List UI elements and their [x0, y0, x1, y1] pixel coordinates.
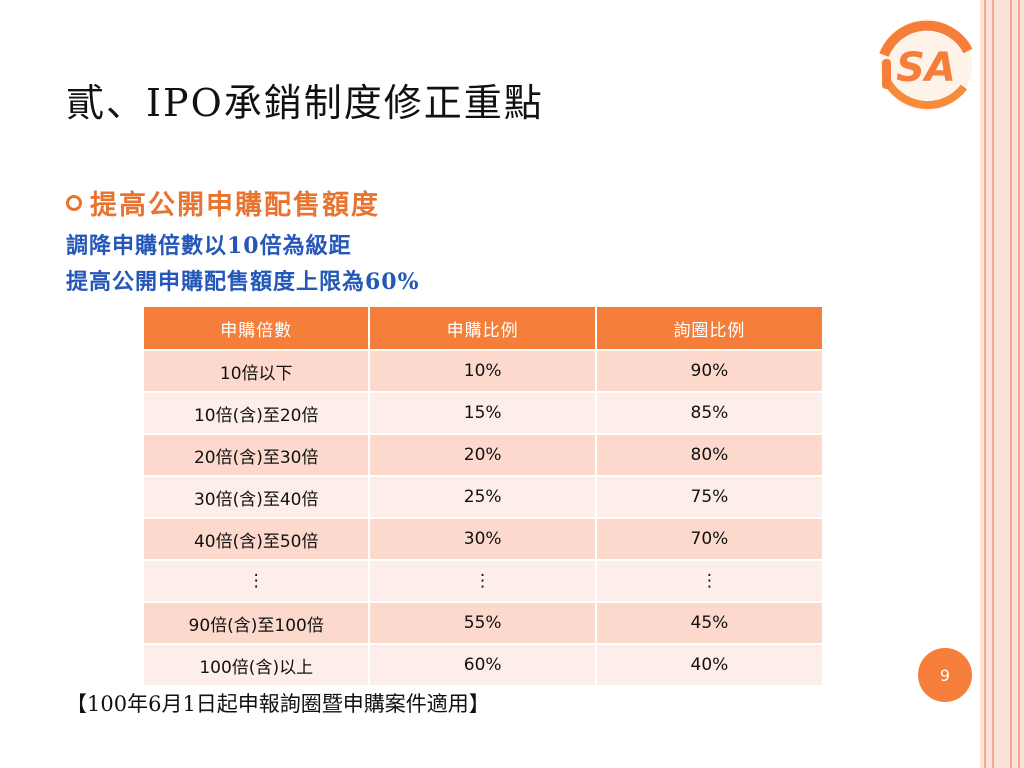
cell-sub-ratio: 30%: [368, 517, 597, 561]
cell-multiple: 40倍(含)至50倍: [141, 517, 371, 561]
cell-book-ratio: 70%: [594, 517, 825, 561]
table-row: 10倍以下 10% 90%: [141, 349, 825, 393]
cell-multiple: 10倍(含)至20倍: [141, 391, 371, 435]
cell-multiple: 30倍(含)至40倍: [141, 475, 371, 519]
cell-multiple: 10倍以下: [141, 349, 371, 393]
table-row-ellipsis: ⋮ ⋮ ⋮: [141, 559, 825, 603]
cell-book-ratio: ⋮: [594, 559, 825, 603]
cell-book-ratio: 75%: [594, 475, 825, 519]
cell-sub-ratio: 25%: [368, 475, 597, 519]
bullet-ring-icon: [66, 194, 82, 211]
table-row: 40倍(含)至50倍 30% 70%: [141, 517, 825, 561]
cell-sub-ratio: 55%: [368, 601, 597, 645]
cell-multiple: 90倍(含)至100倍: [141, 601, 371, 645]
applicability-note: 【100年6月1日起申報詢圈暨申購案件適用】: [66, 692, 490, 716]
header-bookbuilding-ratio: 詢圈比例: [594, 305, 825, 351]
cell-sub-ratio: 10%: [368, 349, 597, 393]
table-row: 90倍(含)至100倍 55% 45%: [141, 601, 825, 645]
cell-sub-ratio: ⋮: [368, 559, 597, 603]
table-header-row: 申購倍數 申購比例 詢圈比例: [141, 305, 825, 351]
bullet-text: 提高公開申購配售額度: [90, 190, 380, 221]
page-title: 貳、IPO承銷制度修正重點: [66, 81, 544, 125]
subscription-table: 申購倍數 申購比例 詢圈比例 10倍以下 10% 90% 10倍(含)至20倍 …: [141, 305, 825, 687]
cell-sub-ratio: 60%: [368, 643, 597, 687]
cell-multiple: ⋮: [141, 559, 371, 603]
cell-book-ratio: 90%: [594, 349, 825, 393]
cell-book-ratio: 80%: [594, 433, 825, 477]
bullet-item: 提高公開申購配售額度: [66, 183, 380, 222]
cell-sub-ratio: 20%: [368, 433, 597, 477]
cell-book-ratio: 40%: [594, 643, 825, 687]
cell-book-ratio: 45%: [594, 601, 825, 645]
logo-text: SA: [896, 45, 956, 91]
sub-line-2: 提高公開申購配售額度上限為60%: [66, 269, 420, 295]
cell-sub-ratio: 15%: [368, 391, 597, 435]
table-row: 10倍(含)至20倍 15% 85%: [141, 391, 825, 435]
header-subscription-ratio: 申購比例: [368, 305, 597, 351]
cell-multiple: 20倍(含)至30倍: [141, 433, 371, 477]
header-subscription-multiple: 申購倍數: [141, 305, 371, 351]
decorative-side-stripes: [980, 0, 1024, 768]
page-number-badge: 9: [918, 648, 972, 702]
cell-book-ratio: 85%: [594, 391, 825, 435]
cell-multiple: 100倍(含)以上: [141, 643, 371, 687]
sub-line-1: 調降申購倍數以10倍為級距: [66, 233, 352, 259]
table-row: 100倍(含)以上 60% 40%: [141, 643, 825, 687]
logo: SA: [879, 19, 973, 111]
table-row: 20倍(含)至30倍 20% 80%: [141, 433, 825, 477]
table-row: 30倍(含)至40倍 25% 75%: [141, 475, 825, 519]
